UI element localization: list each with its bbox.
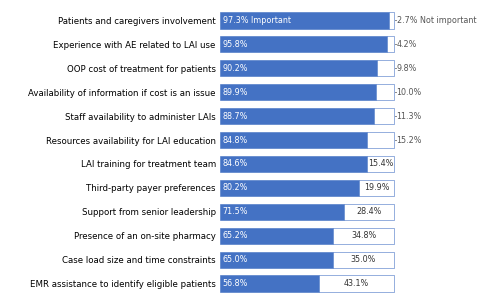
Text: 65.0%: 65.0% (222, 255, 248, 264)
Text: 15.2%: 15.2% (396, 136, 422, 144)
Bar (376, 84, 394, 100)
Bar (389, 12, 394, 29)
Text: 95.8%: 95.8% (222, 40, 248, 49)
Bar (386, 36, 394, 53)
Bar (344, 204, 394, 220)
Bar (220, 12, 389, 29)
Text: 28.4%: 28.4% (356, 207, 382, 216)
Text: 80.2%: 80.2% (222, 183, 248, 192)
Bar (220, 251, 333, 268)
Text: 35.0%: 35.0% (351, 255, 376, 264)
Text: 4.2%: 4.2% (396, 40, 417, 49)
Bar (360, 180, 394, 196)
Text: 71.5%: 71.5% (222, 207, 248, 216)
Text: 15.4%: 15.4% (368, 160, 393, 168)
Bar (220, 275, 319, 292)
Bar (220, 156, 367, 172)
Text: 2.7% Not important: 2.7% Not important (396, 16, 476, 25)
Bar (220, 180, 360, 196)
Text: 56.8%: 56.8% (222, 279, 248, 288)
Bar (220, 132, 368, 148)
Text: 89.9%: 89.9% (222, 88, 248, 97)
Bar (220, 36, 386, 53)
Text: 84.8%: 84.8% (222, 136, 248, 144)
Text: 10.0%: 10.0% (396, 88, 422, 97)
Text: 43.1%: 43.1% (344, 279, 369, 288)
Bar (374, 108, 394, 124)
Bar (220, 228, 334, 244)
Text: 84.6%: 84.6% (222, 160, 248, 168)
Text: 90.2%: 90.2% (222, 64, 248, 73)
Text: 11.3%: 11.3% (396, 112, 422, 121)
Text: 19.9%: 19.9% (364, 183, 390, 192)
Bar (333, 251, 394, 268)
Bar (220, 84, 376, 100)
Bar (367, 156, 394, 172)
Bar (220, 204, 344, 220)
Text: 65.2%: 65.2% (222, 231, 248, 240)
Text: 34.8%: 34.8% (351, 231, 376, 240)
Bar (334, 228, 394, 244)
Bar (220, 108, 374, 124)
Bar (319, 275, 394, 292)
Bar (377, 60, 394, 76)
Text: 88.7%: 88.7% (222, 112, 248, 121)
Bar (368, 132, 394, 148)
Text: 97.3% Important: 97.3% Important (222, 16, 290, 25)
Text: 9.8%: 9.8% (396, 64, 417, 73)
Bar (220, 60, 377, 76)
